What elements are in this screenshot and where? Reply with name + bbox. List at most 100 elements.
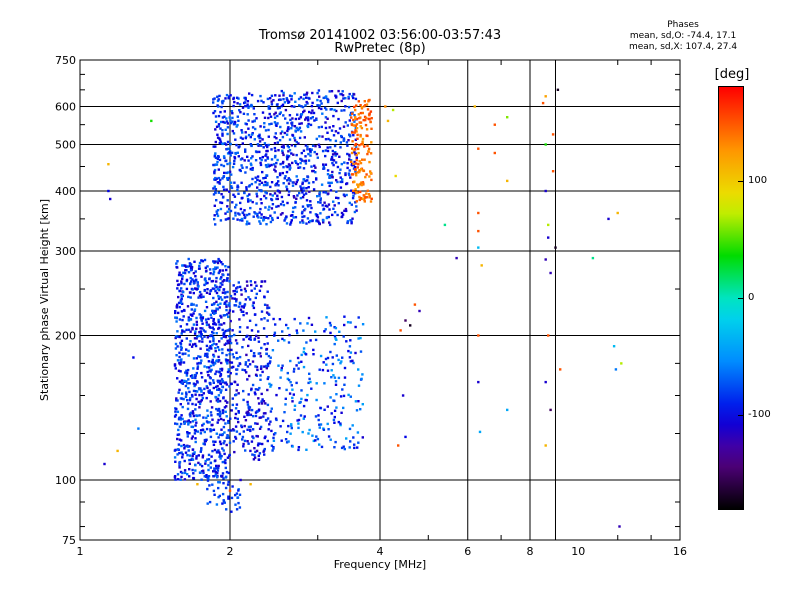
cluster-point	[310, 165, 313, 168]
cluster-point	[291, 400, 294, 403]
cluster-point	[351, 95, 354, 98]
cluster-point	[309, 117, 313, 120]
cluster-point	[321, 149, 325, 153]
cluster-point	[192, 357, 196, 360]
cluster-point	[223, 171, 226, 175]
cluster-point	[329, 139, 332, 142]
cluster-point	[221, 102, 224, 105]
cluster-point	[308, 428, 311, 432]
cluster-point	[216, 133, 219, 136]
cluster-point	[281, 364, 284, 367]
cluster-point	[280, 104, 283, 108]
cluster-point	[265, 311, 269, 314]
cluster-point	[212, 470, 215, 473]
cluster-point	[243, 213, 246, 217]
cluster-point	[175, 320, 178, 323]
cluster-point	[305, 399, 308, 402]
cluster-point	[238, 362, 241, 365]
cluster-point	[190, 303, 193, 306]
cluster-point	[177, 433, 181, 436]
cluster-point	[218, 137, 221, 140]
cluster-point	[214, 128, 217, 131]
cluster-point	[224, 410, 227, 413]
cluster-point	[312, 111, 316, 115]
cluster-point	[333, 399, 336, 403]
cluster-point	[361, 140, 364, 143]
cluster-point	[208, 500, 212, 504]
cluster-point	[293, 105, 296, 108]
cluster-point	[339, 141, 342, 144]
cluster-point	[332, 418, 336, 422]
cluster-point	[268, 423, 271, 426]
cluster-point	[279, 111, 282, 114]
cluster-point	[347, 105, 351, 109]
cluster-point	[266, 362, 270, 366]
cluster-point	[181, 352, 184, 355]
cluster-point	[294, 206, 297, 209]
cluster-point	[253, 211, 256, 214]
cluster-point	[200, 318, 203, 321]
cluster-point	[216, 288, 219, 291]
cluster-point	[279, 376, 282, 379]
cluster-point	[202, 422, 205, 426]
cluster-point	[259, 144, 263, 147]
cluster-point	[280, 89, 283, 93]
cluster-point	[206, 409, 209, 412]
cluster-point	[292, 216, 295, 219]
cluster-point	[226, 152, 230, 155]
cluster-point	[235, 300, 238, 303]
cluster-point	[331, 362, 335, 366]
cluster-point	[299, 96, 303, 99]
cluster-point	[326, 117, 329, 120]
cluster-point	[213, 170, 216, 173]
cluster-point	[178, 416, 181, 419]
cluster-point	[221, 502, 224, 505]
cluster-point	[266, 304, 269, 307]
cluster-point	[187, 349, 190, 353]
cluster-point	[313, 164, 316, 167]
cluster-point	[242, 313, 245, 317]
cluster-point	[180, 282, 183, 285]
cluster-point	[310, 111, 313, 115]
scatter-point	[150, 119, 153, 123]
cluster-point	[302, 97, 305, 101]
cluster-point	[273, 156, 277, 159]
cluster-point	[297, 367, 300, 370]
cluster-point	[263, 116, 267, 119]
cluster-point	[283, 219, 286, 222]
cluster-point	[229, 154, 232, 157]
cluster-point	[213, 260, 217, 263]
cluster-point	[336, 180, 339, 184]
cluster-point	[208, 325, 211, 329]
cluster-point	[235, 290, 238, 293]
cluster-point	[303, 136, 306, 139]
cluster-point	[365, 196, 368, 199]
cluster-point	[294, 129, 297, 132]
cluster-point	[206, 487, 209, 491]
scatter-point	[116, 449, 119, 453]
cluster-point	[352, 149, 356, 152]
cluster-point	[281, 162, 285, 165]
scatter-point	[612, 345, 616, 348]
cluster-point	[262, 412, 266, 415]
cluster-point	[178, 361, 181, 365]
cluster-point	[364, 196, 367, 199]
cluster-point	[261, 138, 264, 141]
cluster-point	[309, 339, 312, 342]
cluster-point	[261, 170, 264, 174]
cluster-point	[225, 305, 228, 308]
cluster-point	[283, 177, 286, 180]
cluster-point	[218, 259, 221, 263]
cluster-point	[187, 423, 190, 426]
cluster-point	[339, 362, 342, 365]
cluster-point	[266, 377, 269, 381]
cluster-point	[300, 397, 303, 401]
cluster-point	[186, 445, 190, 448]
cluster-point	[285, 222, 289, 225]
cluster-point	[183, 469, 187, 472]
cluster-point	[241, 131, 244, 134]
cluster-point	[328, 184, 331, 188]
cluster-point	[222, 188, 226, 191]
cluster-point	[353, 150, 356, 154]
cluster-point	[243, 191, 246, 195]
